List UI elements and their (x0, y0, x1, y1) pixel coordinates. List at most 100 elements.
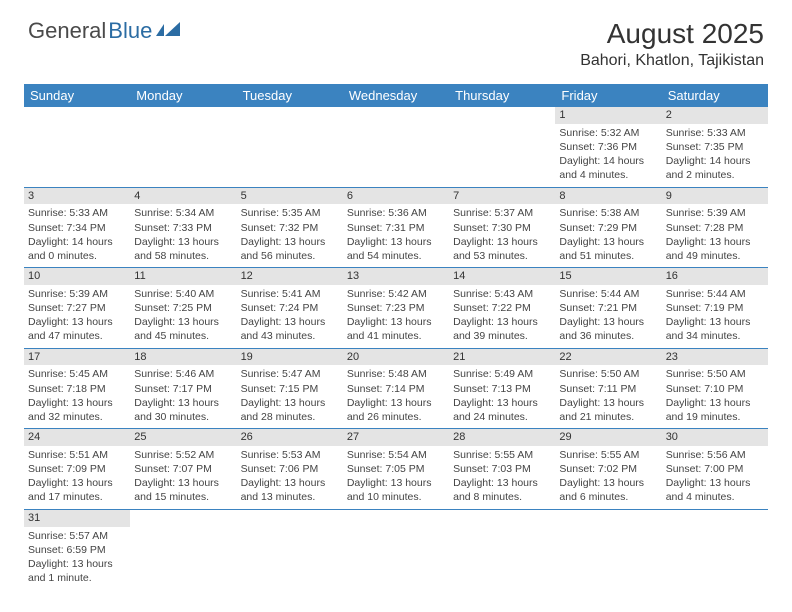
calendar-cell: 28Sunrise: 5:55 AMSunset: 7:03 PMDayligh… (449, 429, 555, 510)
sunset-text: Sunset: 7:33 PM (134, 221, 232, 235)
day-header-row: Sunday Monday Tuesday Wednesday Thursday… (24, 84, 768, 107)
logo-text-blue: Blue (108, 18, 152, 44)
sunset-text: Sunset: 7:29 PM (559, 221, 657, 235)
day-header-wednesday: Wednesday (343, 84, 449, 107)
sunrise-text: Sunrise: 5:51 AM (28, 448, 126, 462)
day-number: 16 (662, 268, 768, 285)
sunset-text: Sunset: 7:24 PM (241, 301, 339, 315)
day-number: 26 (237, 429, 343, 446)
sunrise-text: Sunrise: 5:44 AM (666, 287, 764, 301)
daylight-text: Daylight: 13 hours and 13 minutes. (241, 476, 339, 504)
sunset-text: Sunset: 7:23 PM (347, 301, 445, 315)
page-title: August 2025 (580, 18, 764, 50)
day-number: 24 (24, 429, 130, 446)
calendar-cell: 31 Sunrise: 5:57 AMSunset: 6:59 PMDayligh… (24, 509, 130, 589)
day-header-thursday: Thursday (449, 84, 555, 107)
calendar-table: Sunday Monday Tuesday Wednesday Thursday… (24, 84, 768, 589)
sunrise-text: Sunrise: 5:39 AM (666, 206, 764, 220)
sunset-text: Sunset: 7:03 PM (453, 462, 551, 476)
calendar-cell (237, 107, 343, 187)
sunset-text: Sunset: 6:59 PM (28, 543, 126, 557)
sunrise-text: Sunrise: 5:56 AM (666, 448, 764, 462)
calendar-row: 31 Sunrise: 5:57 AMSunset: 6:59 PMDayligh… (24, 509, 768, 589)
daylight-text: Daylight: 13 hours and 41 minutes. (347, 315, 445, 343)
daylight-text: Daylight: 13 hours and 6 minutes. (559, 476, 657, 504)
daylight-text: Daylight: 13 hours and 10 minutes. (347, 476, 445, 504)
sunset-text: Sunset: 7:10 PM (666, 382, 764, 396)
day-number: 8 (555, 188, 661, 205)
calendar-row: 10Sunrise: 5:39 AMSunset: 7:27 PMDayligh… (24, 268, 768, 349)
day-header-saturday: Saturday (662, 84, 768, 107)
day-header-tuesday: Tuesday (237, 84, 343, 107)
daylight-text: Daylight: 13 hours and 54 minutes. (347, 235, 445, 263)
daylight-text: Daylight: 13 hours and 53 minutes. (453, 235, 551, 263)
calendar-cell (449, 509, 555, 589)
daylight-text: Daylight: 13 hours and 45 minutes. (134, 315, 232, 343)
sunrise-text: Sunrise: 5:57 AM (28, 529, 126, 543)
day-number: 18 (130, 349, 236, 366)
daylight-text: Daylight: 13 hours and 30 minutes. (134, 396, 232, 424)
sunrise-text: Sunrise: 5:49 AM (453, 367, 551, 381)
calendar-cell: 26Sunrise: 5:53 AMSunset: 7:06 PMDayligh… (237, 429, 343, 510)
sunrise-text: Sunrise: 5:35 AM (241, 206, 339, 220)
calendar-cell: 24Sunrise: 5:51 AMSunset: 7:09 PMDayligh… (24, 429, 130, 510)
calendar-cell: 5Sunrise: 5:35 AMSunset: 7:32 PMDaylight… (237, 187, 343, 268)
sunset-text: Sunset: 7:22 PM (453, 301, 551, 315)
sunset-text: Sunset: 7:27 PM (28, 301, 126, 315)
daylight-text: Daylight: 13 hours and 47 minutes. (28, 315, 126, 343)
sunset-text: Sunset: 7:21 PM (559, 301, 657, 315)
sunrise-text: Sunrise: 5:43 AM (453, 287, 551, 301)
daylight-text: Daylight: 13 hours and 49 minutes. (666, 235, 764, 263)
calendar-cell (130, 509, 236, 589)
daylight-text: Daylight: 13 hours and 4 minutes. (666, 476, 764, 504)
sunrise-text: Sunrise: 5:33 AM (666, 126, 764, 140)
day-number: 12 (237, 268, 343, 285)
sunset-text: Sunset: 7:25 PM (134, 301, 232, 315)
sunrise-text: Sunrise: 5:45 AM (28, 367, 126, 381)
location-subtitle: Bahori, Khatlon, Tajikistan (580, 52, 764, 70)
day-number: 31 (24, 510, 130, 527)
sunset-text: Sunset: 7:13 PM (453, 382, 551, 396)
day-number: 15 (555, 268, 661, 285)
sunrise-text: Sunrise: 5:54 AM (347, 448, 445, 462)
daylight-text: Daylight: 13 hours and 34 minutes. (666, 315, 764, 343)
day-number: 6 (343, 188, 449, 205)
daylight-text: Daylight: 13 hours and 1 minute. (28, 557, 126, 585)
day-number: 21 (449, 349, 555, 366)
sunrise-text: Sunrise: 5:52 AM (134, 448, 232, 462)
sunset-text: Sunset: 7:07 PM (134, 462, 232, 476)
sunset-text: Sunset: 7:19 PM (666, 301, 764, 315)
sunrise-text: Sunrise: 5:33 AM (28, 206, 126, 220)
daylight-text: Daylight: 13 hours and 36 minutes. (559, 315, 657, 343)
calendar-cell: 2Sunrise: 5:33 AMSunset: 7:35 PMDaylight… (662, 107, 768, 187)
daylight-text: Daylight: 13 hours and 26 minutes. (347, 396, 445, 424)
sunrise-text: Sunrise: 5:50 AM (559, 367, 657, 381)
daylight-text: Daylight: 14 hours and 0 minutes. (28, 235, 126, 263)
calendar-cell (555, 509, 661, 589)
sunrise-text: Sunrise: 5:37 AM (453, 206, 551, 220)
calendar-cell (343, 107, 449, 187)
day-number: 30 (662, 429, 768, 446)
day-number: 14 (449, 268, 555, 285)
day-number: 27 (343, 429, 449, 446)
day-number: 13 (343, 268, 449, 285)
sunrise-text: Sunrise: 5:46 AM (134, 367, 232, 381)
sunrise-text: Sunrise: 5:55 AM (559, 448, 657, 462)
calendar-cell: 16 Sunrise: 5:44 AMSunset: 7:19 PMDayligh… (662, 268, 768, 349)
daylight-text: Daylight: 13 hours and 17 minutes. (28, 476, 126, 504)
calendar-cell: 22Sunrise: 5:50 AMSunset: 7:11 PMDayligh… (555, 348, 661, 429)
day-number: 28 (449, 429, 555, 446)
calendar-row: 1Sunrise: 5:32 AMSunset: 7:36 PMDaylight… (24, 107, 768, 187)
calendar-cell (449, 107, 555, 187)
sunrise-text: Sunrise: 5:32 AM (559, 126, 657, 140)
daylight-text: Daylight: 13 hours and 51 minutes. (559, 235, 657, 263)
calendar-cell (662, 509, 768, 589)
calendar-cell: 23Sunrise: 5:50 AMSunset: 7:10 PMDayligh… (662, 348, 768, 429)
daylight-text: Daylight: 13 hours and 43 minutes. (241, 315, 339, 343)
calendar-cell: 13Sunrise: 5:42 AMSunset: 7:23 PMDayligh… (343, 268, 449, 349)
day-number: 9 (662, 188, 768, 205)
sunset-text: Sunset: 7:15 PM (241, 382, 339, 396)
sunrise-text: Sunrise: 5:53 AM (241, 448, 339, 462)
title-block: August 2025 Bahori, Khatlon, Tajikistan (580, 18, 764, 70)
day-header-sunday: Sunday (24, 84, 130, 107)
